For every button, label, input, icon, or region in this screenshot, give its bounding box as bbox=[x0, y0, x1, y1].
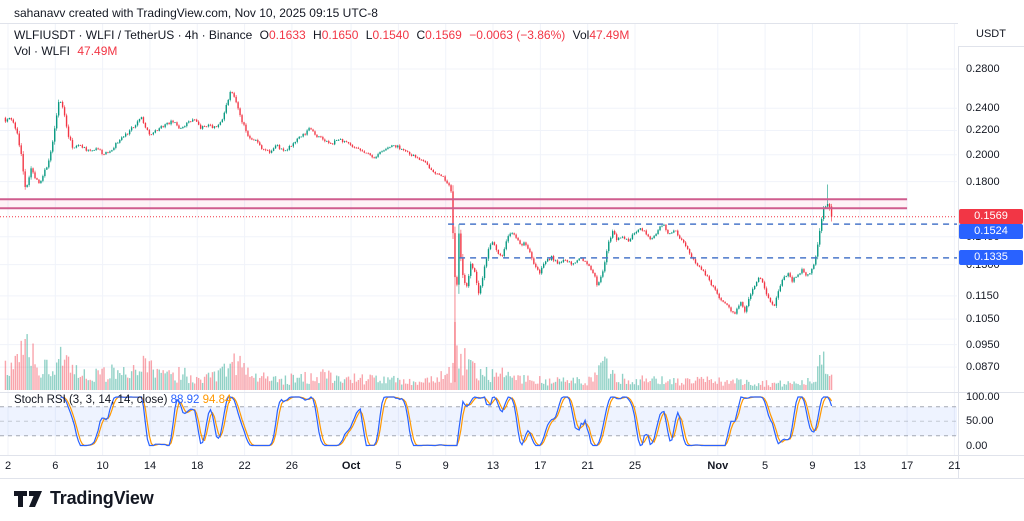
chart-bottom-border bbox=[0, 478, 1024, 479]
close-value: 0.1569 bbox=[425, 28, 462, 42]
open-label: O bbox=[259, 28, 269, 42]
open-value: 0.1633 bbox=[268, 28, 306, 42]
low-label: L bbox=[365, 28, 373, 42]
close-label: C bbox=[416, 28, 426, 42]
high-value: 0.1650 bbox=[321, 28, 359, 42]
time-tick-label: 10 bbox=[96, 460, 109, 472]
alert-level-badge-2: 0.1335 bbox=[959, 250, 1023, 266]
change-value: −0.0063 (−3.86%) bbox=[469, 28, 566, 42]
stoch-k-value: 88.92 bbox=[170, 394, 200, 406]
time-tick-label: Oct bbox=[341, 460, 361, 472]
last-price-badge: 0.1569 bbox=[959, 209, 1023, 225]
time-tick-label: 14 bbox=[143, 460, 157, 472]
tradingview-logo-mark bbox=[14, 490, 42, 507]
vol-indicator-value: 47.49M bbox=[77, 44, 118, 58]
vol-indicator-title[interactable]: Vol · WLFI bbox=[14, 44, 71, 58]
time-tick-label: 13 bbox=[853, 460, 866, 472]
pane-separator[interactable] bbox=[0, 392, 1024, 393]
attribution-text: sahanavv created with TradingView.com, N… bbox=[14, 6, 378, 20]
price-tick-label: 0.2000 bbox=[966, 148, 1000, 161]
time-axis-border bbox=[0, 455, 1024, 456]
legend-volume-row: Vol · WLFI 47.49M bbox=[14, 43, 629, 59]
price-axis-border bbox=[958, 23, 959, 478]
price-tick-label: 0.0950 bbox=[966, 338, 1000, 351]
usdt-cell-border bbox=[958, 46, 1024, 47]
tradingview-logo-text: TradingView bbox=[50, 488, 154, 508]
price-axis-currency[interactable]: USDT bbox=[958, 23, 1024, 46]
time-tick-label: 17 bbox=[900, 460, 914, 472]
price-tick-label: 0.1050 bbox=[966, 313, 1000, 326]
price-tick-label: 0.2800 bbox=[966, 63, 1000, 75]
legend-symbol-row: WLFIUSDT · WLFI / TetherUS · 4h · Binanc… bbox=[14, 27, 629, 43]
tradingview-logo[interactable]: TradingView bbox=[14, 488, 154, 509]
price-tick-label: 0.2400 bbox=[966, 102, 1000, 115]
chart-legend: WLFIUSDT · WLFI / TetherUS · 4h · Binanc… bbox=[14, 27, 629, 59]
time-tick-label: 5 bbox=[762, 460, 769, 472]
time-tick-label: 6 bbox=[52, 460, 59, 472]
price-tick-label: 0.1800 bbox=[966, 175, 1000, 188]
price-tick-label: 0.1150 bbox=[966, 289, 999, 302]
time-tick-label: 18 bbox=[191, 460, 204, 472]
time-tick-label: 21 bbox=[581, 460, 594, 472]
price-tick-label: 0.2200 bbox=[966, 124, 1000, 137]
time-tick-label: Nov bbox=[707, 460, 729, 472]
time-tick-label: 2 bbox=[4, 460, 12, 472]
time-tick-label: 21 bbox=[948, 460, 961, 472]
time-tick-label: 25 bbox=[628, 460, 642, 472]
time-tick-label: 13 bbox=[486, 460, 500, 472]
low-value: 0.1540 bbox=[372, 28, 410, 42]
time-tick-label: 5 bbox=[395, 460, 402, 472]
stoch-rsi-legend: Stoch RSI (3, 3, 14, 14, close) 88.92 94… bbox=[14, 394, 231, 406]
stoch-d-value: 94.84 bbox=[202, 394, 232, 406]
stoch-tick-label: 50.00 bbox=[966, 415, 994, 428]
chart-top-border bbox=[0, 23, 1024, 24]
time-tick-label: 26 bbox=[285, 460, 299, 472]
stoch-tick-label: 100.00 bbox=[966, 391, 1000, 403]
alert-level-badge: 0.1524 bbox=[959, 223, 1023, 239]
symbol-title[interactable]: WLFIUSDT · WLFI / TetherUS · 4h · Binanc… bbox=[14, 28, 253, 42]
high-label: H bbox=[313, 28, 322, 42]
stoch-rsi-title[interactable]: Stoch RSI (3, 3, 14, 14, close) bbox=[14, 394, 168, 406]
volume-label: Vol bbox=[572, 28, 590, 42]
stoch-tick-label: 0.00 bbox=[966, 439, 988, 452]
volume-value: 47.49M bbox=[589, 28, 630, 42]
time-tick-label: 9 bbox=[442, 460, 449, 472]
price-tick-label: 0.0870 bbox=[966, 361, 1000, 374]
time-tick-label: 22 bbox=[238, 460, 251, 472]
time-tick-label: 17 bbox=[534, 460, 547, 472]
time-tick-label: 9 bbox=[809, 460, 816, 472]
